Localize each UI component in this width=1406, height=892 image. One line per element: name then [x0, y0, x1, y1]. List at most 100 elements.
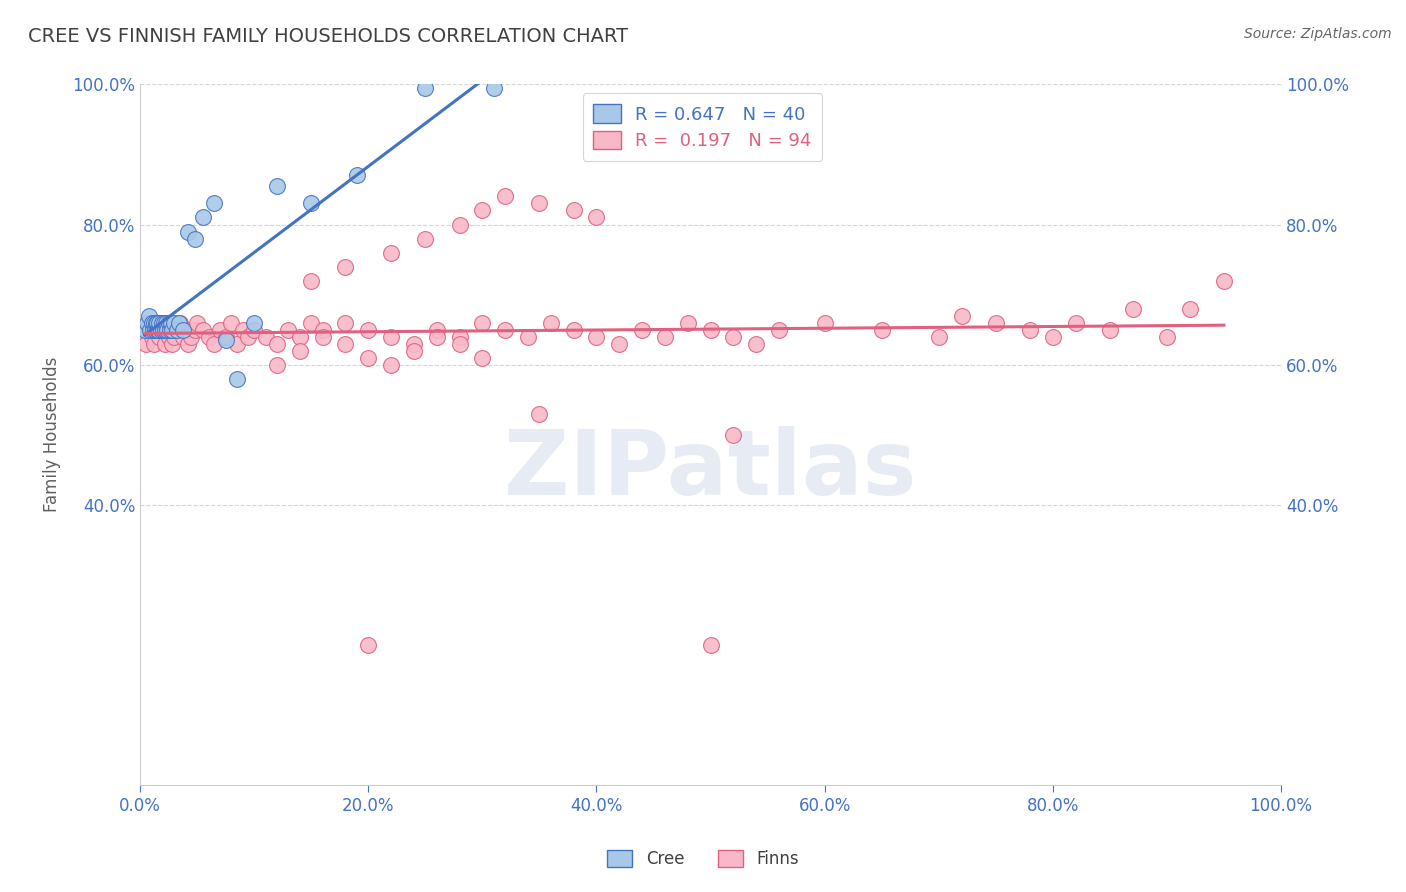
Point [1064, 316, 1087, 330]
Point [699, 638, 721, 652]
Point [148, 316, 170, 330]
Point [1042, 329, 1064, 343]
Point [177, 336, 200, 351]
Point [1098, 322, 1121, 336]
Point [214, 329, 236, 343]
Point [471, 351, 494, 365]
Point [153, 316, 176, 330]
Point [380, 245, 402, 260]
Point [1178, 301, 1201, 316]
Point [413, 231, 436, 245]
Point [1212, 273, 1234, 287]
Point [311, 329, 333, 343]
Point [585, 329, 607, 343]
Point [153, 322, 176, 336]
Point [146, 322, 169, 336]
Point [562, 322, 585, 336]
Point [471, 316, 494, 330]
Point [141, 329, 163, 343]
Point [149, 316, 172, 330]
Point [142, 322, 165, 336]
Point [494, 189, 516, 203]
Point [928, 329, 950, 343]
Point [174, 322, 197, 336]
Point [243, 316, 266, 330]
Text: ZIPatlas: ZIPatlas [505, 425, 917, 514]
Point [145, 316, 167, 330]
Point [238, 329, 260, 343]
Point [152, 322, 174, 336]
Point [153, 336, 176, 351]
Point [471, 203, 494, 218]
Point [277, 322, 299, 336]
Point [950, 309, 973, 323]
Point [402, 336, 425, 351]
Point [449, 329, 471, 343]
Point [138, 322, 160, 336]
Point [299, 273, 322, 287]
Point [402, 343, 425, 358]
Point [723, 427, 745, 442]
Point [254, 329, 277, 343]
Point [870, 322, 893, 336]
Point [138, 309, 160, 323]
Text: Source: ZipAtlas.com: Source: ZipAtlas.com [1244, 27, 1392, 41]
Point [169, 316, 191, 330]
Point [157, 316, 180, 330]
Point [150, 316, 173, 330]
Point [299, 316, 322, 330]
Point [142, 316, 165, 330]
Point [149, 322, 172, 336]
Point [197, 329, 219, 343]
Point [413, 81, 436, 95]
Point [166, 322, 188, 336]
Point [160, 316, 183, 330]
Point [266, 336, 288, 351]
Point [180, 329, 202, 343]
Point [184, 231, 207, 245]
Point [449, 336, 471, 351]
Point [163, 316, 186, 330]
Point [186, 316, 208, 330]
Point [1122, 301, 1144, 316]
Point [380, 329, 402, 343]
Point [160, 322, 183, 336]
Point [172, 329, 194, 343]
Point [449, 218, 471, 232]
Point [136, 316, 159, 330]
Point [529, 407, 551, 421]
Point [172, 322, 194, 336]
Point [357, 351, 380, 365]
Point [157, 329, 180, 343]
Point [607, 336, 630, 351]
Point [139, 322, 162, 336]
Point [160, 336, 183, 351]
Point [529, 196, 551, 211]
Point [768, 322, 790, 336]
Point [723, 329, 745, 343]
Point [494, 322, 516, 336]
Point [699, 322, 721, 336]
Point [299, 196, 322, 211]
Point [745, 336, 768, 351]
Point [540, 316, 562, 330]
Point [159, 322, 181, 336]
Point [202, 196, 225, 211]
Point [135, 336, 157, 351]
Point [146, 316, 169, 330]
Point [163, 329, 186, 343]
Point [226, 371, 249, 385]
Point [266, 358, 288, 372]
Point [152, 322, 174, 336]
Point [166, 322, 188, 336]
Point [426, 322, 449, 336]
Point [208, 322, 231, 336]
Point [1156, 329, 1178, 343]
Legend: R = 0.647   N = 40, R =  0.197   N = 94: R = 0.647 N = 40, R = 0.197 N = 94 [582, 94, 823, 161]
Point [1019, 322, 1042, 336]
Point [177, 225, 200, 239]
Point [167, 316, 190, 330]
Point [134, 322, 156, 336]
Point [482, 81, 505, 95]
Point [654, 329, 676, 343]
